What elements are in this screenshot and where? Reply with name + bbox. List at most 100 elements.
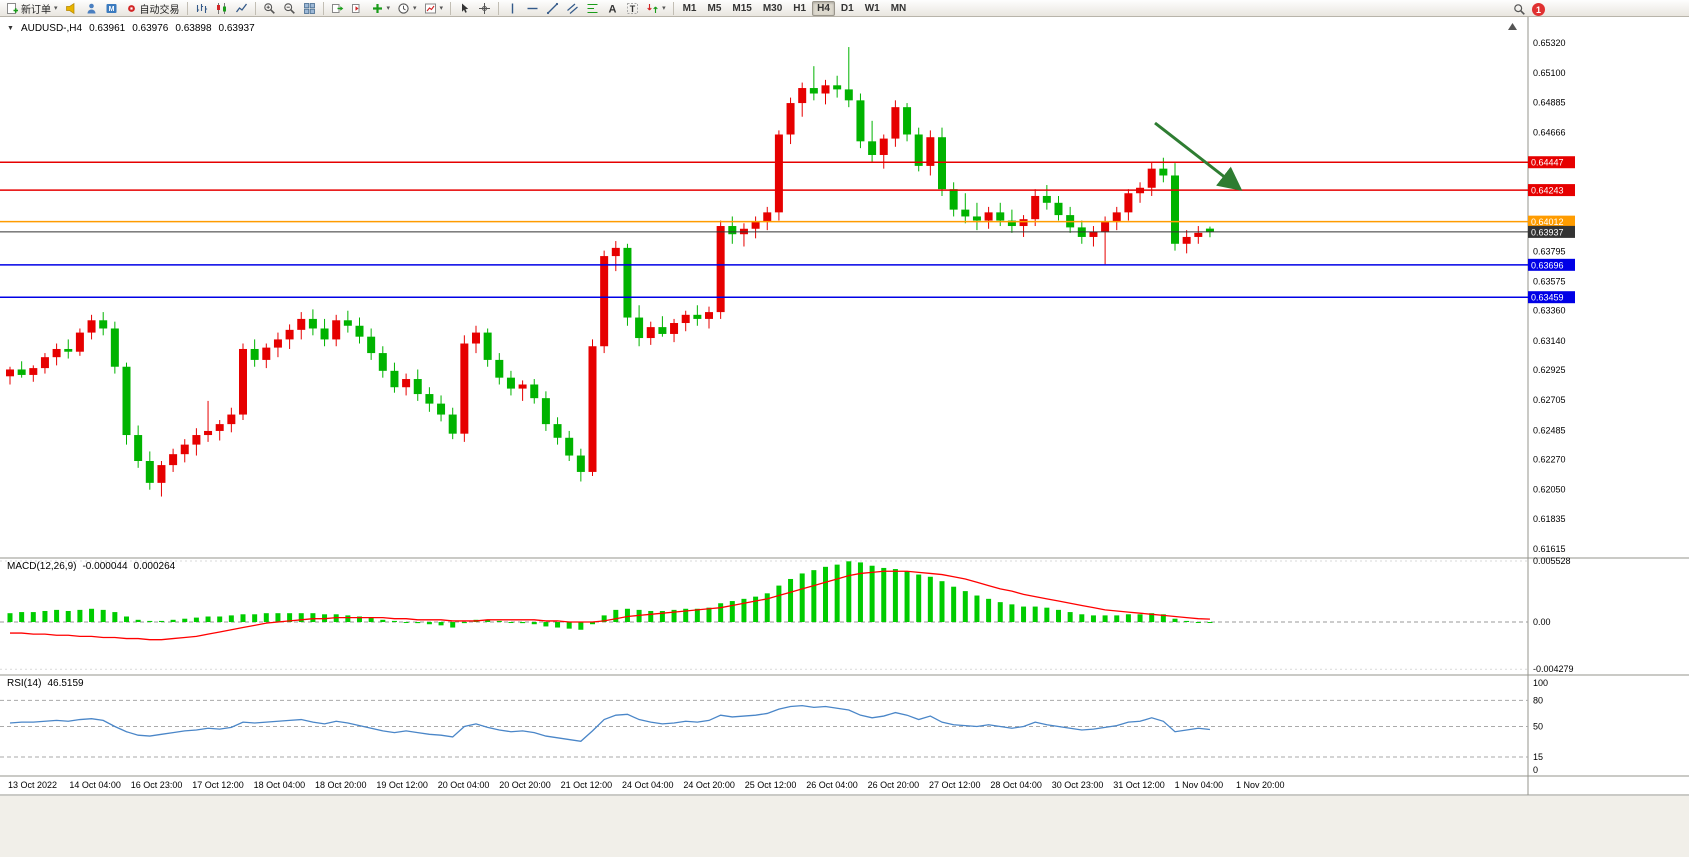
horizontal-line-button[interactable]	[523, 1, 542, 16]
bar-chart-icon	[196, 3, 207, 13]
svg-text:0.63459: 0.63459	[1531, 293, 1564, 303]
svg-text:0.65320: 0.65320	[1533, 38, 1566, 48]
zoom-out-button[interactable]	[280, 1, 299, 16]
metaquotes-button[interactable]: M	[102, 1, 121, 16]
timeframe-h1-button[interactable]: H1	[788, 1, 811, 16]
macd-signal-value: 0.000264	[133, 561, 176, 572]
market-button[interactable]	[82, 1, 101, 16]
svg-text:0.62270: 0.62270	[1533, 455, 1566, 465]
toolbar-separator	[322, 1, 324, 15]
price-line-label	[1528, 258, 1575, 271]
cursor-button[interactable]	[455, 1, 474, 16]
label-icon: T	[627, 2, 639, 14]
auto-scroll-button[interactable]	[328, 1, 347, 16]
svg-text:-0.004279: -0.004279	[1533, 664, 1574, 674]
timeframe-h4-button[interactable]: H4	[812, 0, 835, 16]
rsi-label: RSI(14) 46.5159	[7, 678, 84, 689]
vertical-line-icon	[511, 3, 514, 13]
chart-canvas[interactable]: 0.65320 0.65100 0.64885 0.64666 0.63795 0.635…	[0, 17, 1689, 796]
svg-text:15: 15	[1533, 752, 1543, 762]
chart-shift-marker[interactable]	[1508, 23, 1517, 30]
timeframe-m5-button[interactable]: M5	[702, 1, 726, 16]
timeframe-group: M1 M5 M15 M30 H1 H4 D1 W1 MN	[678, 0, 912, 16]
ohlc-low: 0.63898	[175, 23, 212, 34]
chart-window[interactable]: 0.65320 0.65100 0.64885 0.64666 0.63795 0.635…	[0, 17, 1689, 796]
svg-text:18 Oct 20:00: 18 Oct 20:00	[315, 780, 367, 790]
new-order-button[interactable]: 新订单 ▾	[3, 1, 61, 16]
line-chart-button[interactable]	[232, 1, 251, 16]
chevron-down-icon: ▾	[386, 5, 391, 12]
text-icon: A	[609, 3, 617, 15]
rsi-name: RSI(14)	[7, 678, 42, 689]
zoom-in-button[interactable]	[260, 1, 279, 16]
trendline-button[interactable]	[543, 1, 562, 16]
price-line-label	[1528, 184, 1575, 197]
macd-histogram	[7, 561, 1213, 630]
bar-chart-button[interactable]	[192, 1, 211, 16]
symbol-period-label: AUDUSD-,H4	[20, 23, 83, 34]
chevron-down-icon: ▾	[54, 5, 58, 12]
trendline-icon	[546, 2, 559, 14]
chart-shift-button[interactable]	[348, 1, 367, 16]
cursor-arrow-icon	[462, 3, 469, 13]
chevron-down-icon: ▾	[439, 5, 444, 12]
svg-text:20 Oct 20:00: 20 Oct 20:00	[499, 780, 551, 790]
svg-text:0.61835: 0.61835	[1533, 514, 1566, 524]
auto-scroll-icon	[331, 3, 343, 13]
label-button[interactable]: T	[623, 1, 642, 16]
svg-text:0.63696: 0.63696	[1531, 260, 1564, 270]
chart-shift-icon	[351, 3, 360, 13]
megaphone-icon	[65, 2, 74, 14]
svg-text:0.65100: 0.65100	[1533, 68, 1566, 78]
rsi-line	[9, 704, 1211, 742]
svg-text:0.64666: 0.64666	[1533, 127, 1566, 137]
notification-badge[interactable]: 1	[1532, 3, 1545, 16]
main-toolbar: 新订单 ▾ M 自动交易 ▾ ▾	[0, 0, 1689, 17]
chart-title: ▼ AUDUSD-,H4 0.63961 0.63976 0.63898 0.6…	[7, 23, 255, 34]
svg-text:0.63937: 0.63937	[1531, 227, 1564, 237]
tile-windows-button[interactable]	[300, 1, 319, 16]
search-button[interactable]	[1512, 2, 1527, 17]
svg-text:16 Oct 23:00: 16 Oct 23:00	[131, 780, 183, 790]
svg-text:31 Oct 12:00: 31 Oct 12:00	[1113, 780, 1165, 790]
timeframe-m1-button[interactable]: M1	[678, 1, 702, 16]
price-line-label	[1528, 291, 1575, 304]
clock-icon	[398, 2, 409, 14]
svg-text:0: 0	[1533, 765, 1538, 775]
svg-text:25 Oct 12:00: 25 Oct 12:00	[745, 780, 797, 790]
templates-button[interactable]: ▾	[421, 1, 447, 16]
auto-trading-button[interactable]: 自动交易	[122, 1, 183, 16]
symbol-menu-icon[interactable]: ▼	[7, 25, 14, 32]
svg-text:100: 100	[1533, 678, 1548, 688]
profile-icon	[87, 3, 96, 13]
text-button[interactable]: A	[603, 1, 622, 16]
channel-button[interactable]	[563, 1, 582, 16]
toolbar-separator	[254, 1, 256, 15]
svg-text:17 Oct 12:00: 17 Oct 12:00	[192, 780, 244, 790]
svg-text:0.64243: 0.64243	[1531, 186, 1564, 196]
new-order-label: 新订单	[21, 4, 51, 16]
arrows-button[interactable]: ▾	[643, 1, 669, 16]
metaeditor-button[interactable]	[62, 1, 81, 16]
svg-text:0.62925: 0.62925	[1533, 365, 1566, 375]
candlestick-chart-button[interactable]	[212, 1, 231, 16]
indicators-button[interactable]: ▾	[368, 1, 394, 16]
toolbar-separator	[450, 1, 452, 15]
timeframe-m30-button[interactable]: M30	[758, 1, 787, 16]
timeframe-mn-button[interactable]: MN	[886, 1, 912, 16]
vertical-line-button[interactable]	[503, 1, 522, 16]
periods-button[interactable]: ▾	[394, 1, 420, 16]
ohlc-close: 0.63937	[218, 23, 255, 34]
svg-text:13 Oct 2022: 13 Oct 2022	[8, 780, 57, 790]
fibonacci-button[interactable]	[583, 1, 602, 16]
svg-text:28 Oct 04:00: 28 Oct 04:00	[990, 780, 1042, 790]
svg-text:0.63360: 0.63360	[1533, 306, 1566, 316]
rsi-value: 46.5159	[47, 678, 84, 689]
timeframe-d1-button[interactable]: D1	[836, 1, 859, 16]
crosshair-button[interactable]	[475, 1, 494, 16]
macd-signal-line	[10, 570, 1210, 641]
trend-arrow-annotation[interactable]	[1154, 121, 1243, 191]
ohlc-open: 0.63961	[89, 23, 126, 34]
timeframe-m15-button[interactable]: M15	[727, 1, 756, 16]
timeframe-w1-button[interactable]: W1	[860, 1, 885, 16]
